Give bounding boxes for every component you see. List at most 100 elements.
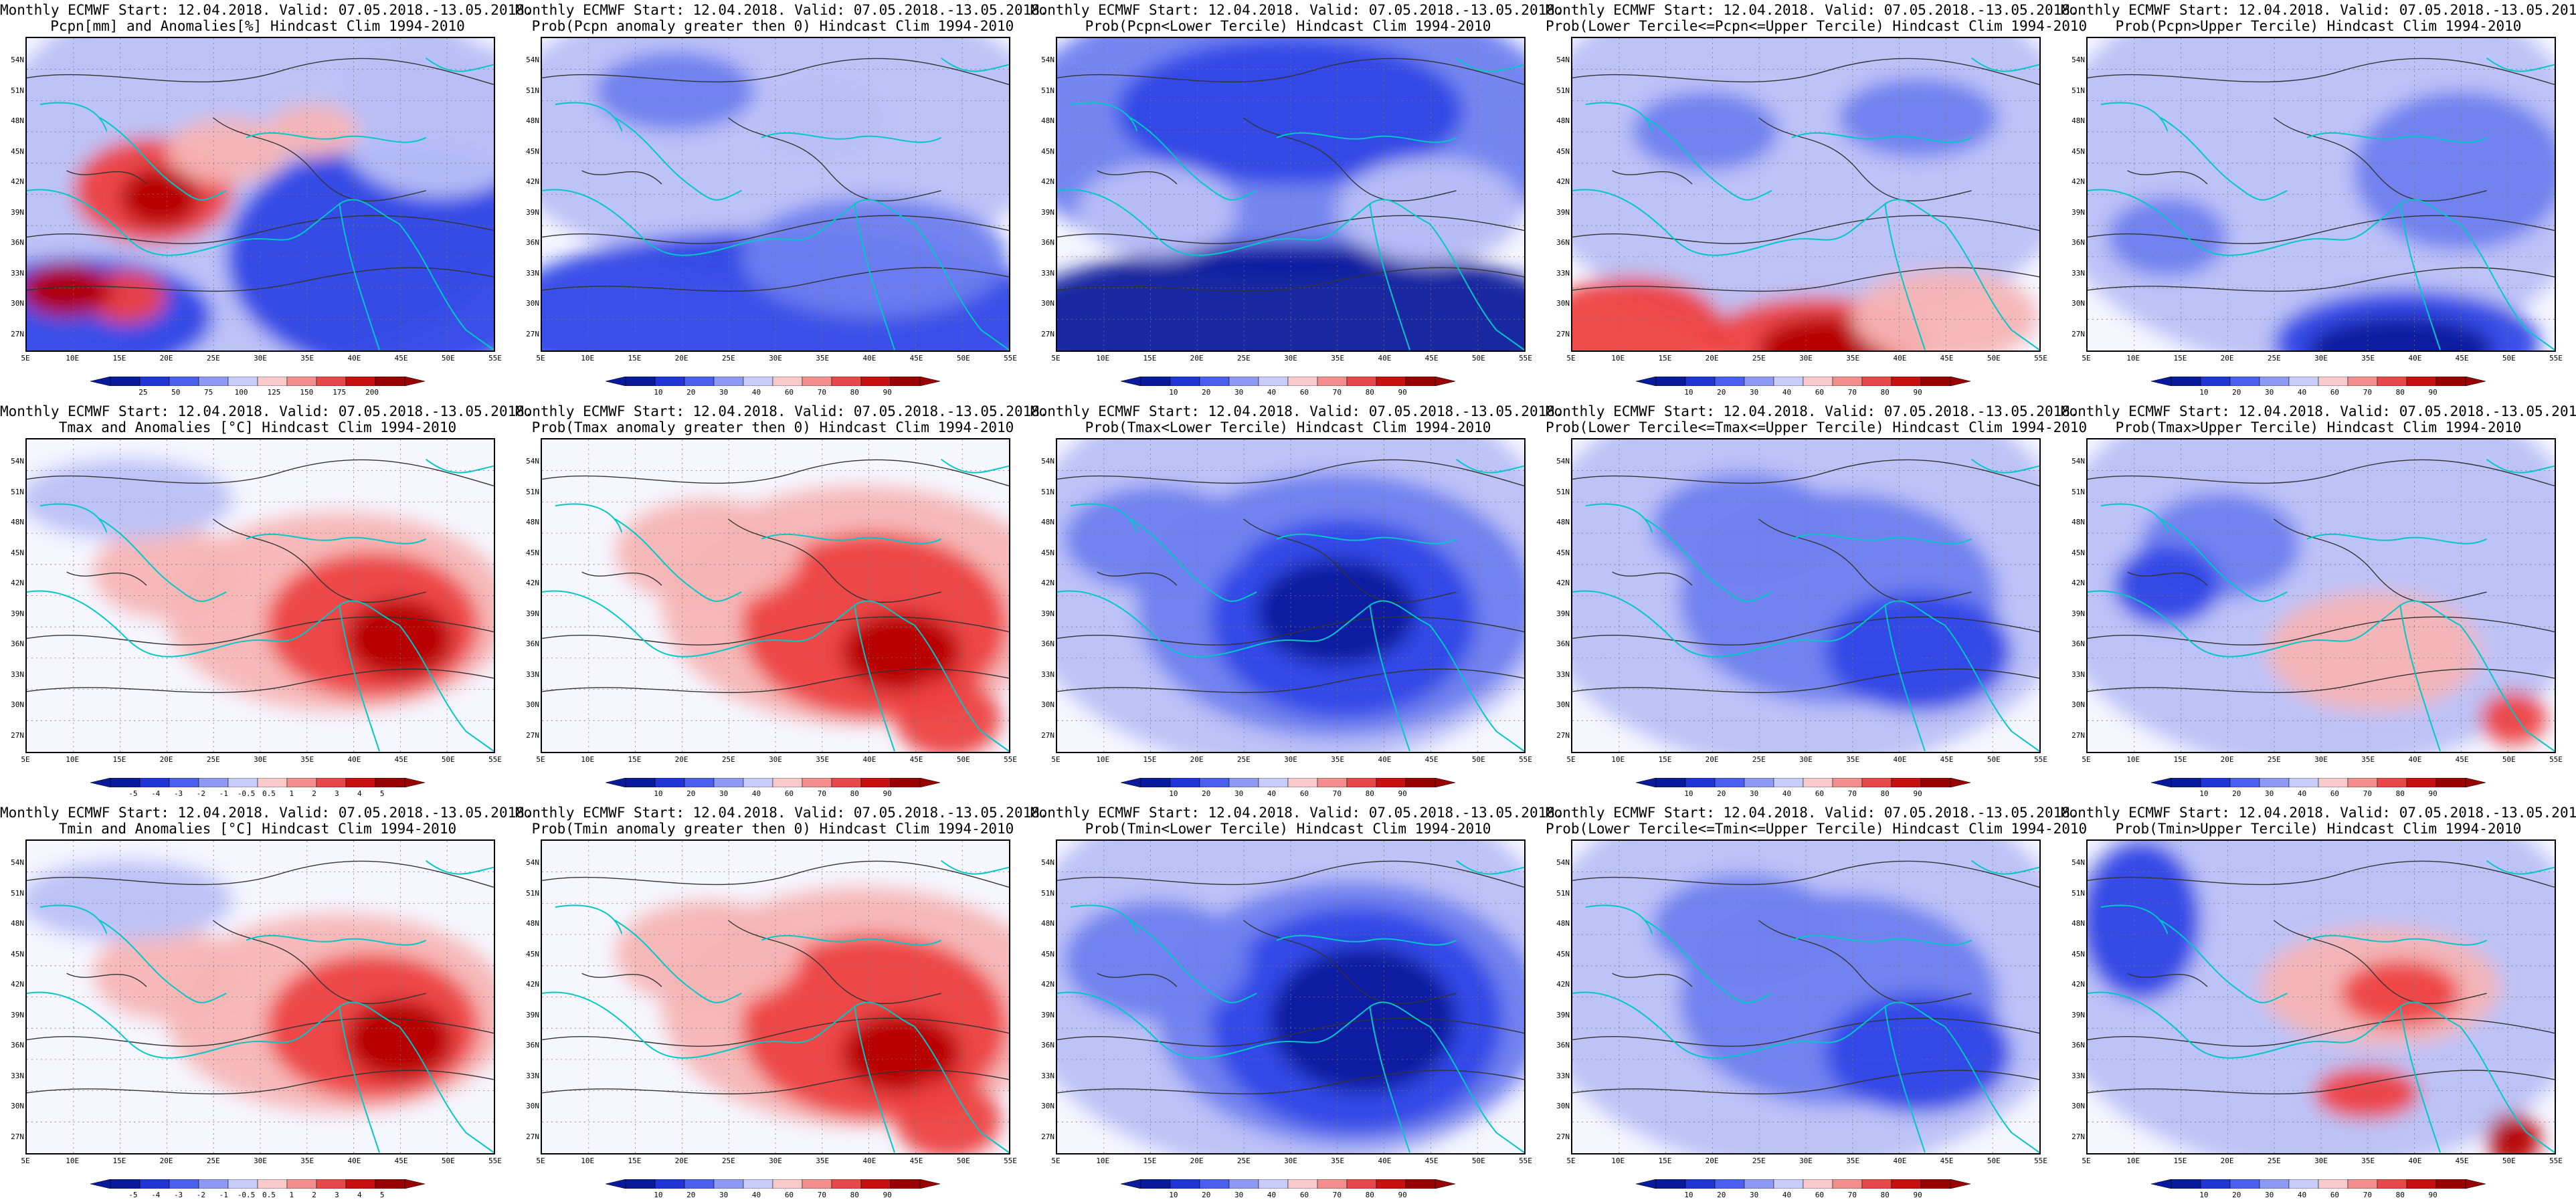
color-scale-label: -2 [196,1191,205,1199]
lat-tick-label: 48N [2072,919,2085,928]
map-canvas [1572,439,2039,752]
isolines [542,459,1009,694]
lat-tick-label: 45N [1556,548,1570,557]
lat-tick-label: 42N [526,579,539,587]
panel-subtitle: Prob(Lower Tercile<=Tmax<=Upper Tercile)… [1546,419,2088,435]
lat-tick-label: 33N [1556,1071,1570,1080]
graticule [1572,38,2039,350]
color-scale-swatches [606,1179,940,1189]
lat-tick-label: 27N [2072,329,2085,338]
lat-tick-label: 36N [1556,639,1570,648]
lat-tick-label: 51N [1556,888,1570,898]
color-scale-label: 30 [719,1191,729,1199]
lon-tick-label: 10E [1096,1157,1110,1165]
color-scale-label: 70 [1847,1191,1857,1199]
lat-tick-label: 27N [11,1132,24,1141]
lon-tick-label: 35E [2361,1157,2375,1165]
lon-tick-label: 5E [536,354,545,363]
panel-title: Monthly ECMWF Start: 12.04.2018. Valid: … [2061,2,2576,18]
lon-tick-label: 35E [816,755,830,764]
lon-tick-label: 20E [674,1157,688,1165]
lat-tick-label: 45N [2072,949,2085,959]
map-panel-10: Monthly ECMWF Start: 12.04.2018. Valid: … [2061,401,2576,803]
lon-tick-label: 45E [909,755,923,764]
lat-tick-label: 33N [11,1071,24,1080]
color-scale-label: 70 [817,1191,826,1199]
lat-tick-label: 45N [1041,949,1054,959]
lat-tick-label: 39N [526,609,539,618]
lat-tick-label: 45N [2072,548,2085,557]
map-panel-9: Monthly ECMWF Start: 12.04.2018. Valid: … [1546,401,2088,803]
lon-tick-label: 55E [2549,354,2563,363]
lat-tick-label: 54N [11,858,24,867]
color-scale-label: 50 [171,388,181,397]
lat-tick-label: 45N [1556,949,1570,959]
lat-tick-label: 54N [11,457,24,466]
map-panel-3: Monthly ECMWF Start: 12.04.2018. Valid: … [1030,0,1564,401]
lat-tick-label: 33N [2072,670,2085,679]
lat-tick-label: 51N [2072,487,2085,496]
map-canvas [1057,439,1524,752]
lat-tick-label: 51N [1041,888,1054,898]
color-scale-label: 3 [335,789,339,798]
color-scale-label: 30 [719,388,729,397]
color-scale-label: 30 [2265,1191,2274,1199]
color-scale-label: 10 [1684,1191,1693,1199]
map-canvas [542,439,1009,752]
lat-tick-label: 27N [1556,1132,1570,1141]
map-panel-8: Monthly ECMWF Start: 12.04.2018. Valid: … [1030,401,1564,803]
lon-tick-label: 30E [1284,1157,1297,1165]
lat-tick-label: 30N [1556,1102,1570,1110]
panel-subtitle: Prob(Tmin<Lower Tercile) Hindcast Clim 1… [1085,821,1491,837]
lat-tick-label: 42N [11,579,24,587]
color-scale-label: 175 [333,388,347,397]
lon-tick-label: 15E [1143,354,1157,363]
color-scale-label: 60 [784,388,794,397]
lat-tick-label: 33N [526,670,539,679]
color-scale-label: 80 [2395,789,2405,798]
lat-tick-label: 42N [526,980,539,989]
lon-tick-label: 30E [2314,354,2328,363]
lat-tick-label: 42N [11,980,24,989]
lon-tick-label: 30E [1284,354,1297,363]
lon-tick-label: 30E [1799,1157,1813,1165]
lat-tick-label: 51N [1556,86,1570,95]
color-scale-label: -3 [173,1191,183,1199]
lat-tick-label: 51N [526,888,539,898]
lat-tick-label: 39N [1041,1010,1054,1019]
color-scale-swatches [2151,1179,2486,1189]
forecast-map [1056,839,1526,1155]
panel-subtitle: Prob(Lower Tercile<=Tmin<=Upper Tercile)… [1546,821,2088,837]
color-scale-label: 90 [1913,388,1922,397]
lon-tick-label: 55E [488,1157,502,1165]
lon-tick-label: 50E [2502,354,2516,363]
color-scale-label: 1 [289,789,294,798]
map-canvas [542,841,1009,1153]
graticule [27,38,494,350]
lat-tick-label: 36N [1556,1041,1570,1049]
lat-tick-label: 51N [1041,487,1054,496]
lat-tick-label: 42N [1556,980,1570,989]
lat-tick-label: 42N [2072,177,2085,186]
lat-tick-label: 48N [1556,919,1570,928]
map-panel-4: Monthly ECMWF Start: 12.04.2018. Valid: … [1546,0,2087,401]
lon-tick-label: 50E [441,1157,455,1165]
lon-tick-label: 15E [2173,755,2187,764]
lat-tick-label: 45N [11,548,24,557]
lon-tick-label: 45E [909,354,923,363]
color-scale-label: 60 [1815,789,1825,798]
map-panel-13: Monthly ECMWF Start: 12.04.2018. Valid: … [1030,803,1564,1204]
lon-tick-label: 20E [2220,1157,2234,1165]
lon-tick-label: 25E [1236,354,1251,363]
lat-tick-label: 33N [1041,670,1054,679]
lat-tick-label: 27N [526,329,539,338]
lon-tick-label: 55E [2034,354,2047,363]
panel-title: Monthly ECMWF Start: 12.04.2018. Valid: … [1030,2,1564,18]
lon-tick-label: 45E [909,1157,923,1165]
lon-tick-label: 45E [394,1157,408,1165]
lat-tick-label: 54N [1041,858,1054,867]
lon-tick-label: 5E [1566,755,1576,764]
panel-title: Monthly ECMWF Start: 12.04.2018. Valid: … [2061,403,2576,419]
lon-tick-label: 40E [347,1157,361,1165]
lat-tick-label: 45N [2072,146,2085,156]
